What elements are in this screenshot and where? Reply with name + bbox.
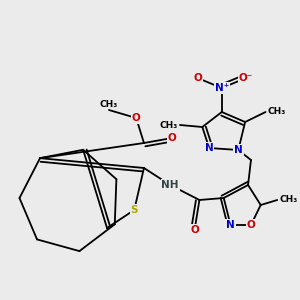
Text: CH₃: CH₃ bbox=[268, 107, 286, 116]
Text: N: N bbox=[226, 220, 235, 230]
Text: O: O bbox=[168, 133, 177, 143]
Text: N: N bbox=[234, 145, 243, 155]
Text: O⁻: O⁻ bbox=[239, 73, 253, 83]
Text: N⁺: N⁺ bbox=[215, 83, 229, 93]
Text: N: N bbox=[205, 143, 214, 153]
Text: CH₃: CH₃ bbox=[279, 196, 297, 205]
Text: O: O bbox=[132, 113, 141, 123]
Text: S: S bbox=[130, 205, 138, 215]
Text: CH₃: CH₃ bbox=[100, 100, 118, 109]
Text: NH: NH bbox=[161, 180, 179, 190]
Text: O: O bbox=[190, 225, 199, 235]
Text: CH₃: CH₃ bbox=[160, 121, 178, 130]
Text: O: O bbox=[193, 73, 202, 83]
Text: O: O bbox=[247, 220, 255, 230]
